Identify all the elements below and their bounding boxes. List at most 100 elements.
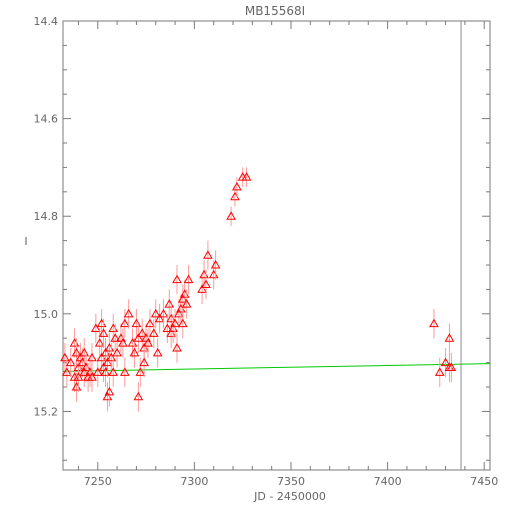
triangle-marker: [150, 308, 161, 318]
data-point: [179, 279, 190, 309]
triangle-marker: [172, 342, 182, 352]
data-point: [108, 313, 119, 344]
x-tick-label: 7450: [470, 475, 498, 488]
data-point: [440, 347, 451, 378]
data-point: [133, 382, 144, 412]
data-point: [183, 265, 194, 295]
triangle-marker: [162, 323, 173, 332]
model-line-group: [62, 363, 491, 372]
triangle-marker: [177, 318, 188, 328]
triangle-marker: [137, 328, 148, 337]
axis-ticks: 7250 7300 7350 7400 7450 14.4 14.6 14.8 15.0 15.2: [34, 15, 499, 488]
triangle-marker: [62, 367, 72, 376]
triangle-marker: [108, 367, 119, 376]
triangle-marker: [129, 347, 140, 357]
data-point: [87, 343, 97, 373]
y-tick-label: 14.6: [34, 113, 59, 126]
data-point: [69, 328, 80, 358]
triangle-marker: [446, 362, 457, 372]
triangle-marker: [145, 318, 155, 328]
triangle-marker: [444, 333, 455, 342]
data-point: [104, 377, 115, 407]
triangle-marker: [118, 338, 128, 347]
triangle-marker: [226, 211, 236, 220]
triangle-marker: [152, 347, 163, 357]
data-point: [154, 304, 165, 334]
x-tick-label: 7250: [84, 475, 112, 488]
data-point: [172, 333, 182, 363]
data-point: [60, 343, 70, 373]
triangle-marker: [170, 318, 180, 328]
data-point: [65, 347, 76, 378]
triangle-marker: [181, 299, 192, 308]
data-point: [79, 338, 90, 368]
data-point: [168, 313, 178, 344]
triangle-marker: [201, 279, 211, 289]
data-point: [106, 343, 117, 373]
data-point: [135, 357, 146, 388]
data-point: [150, 299, 161, 329]
triangle-marker: [143, 338, 153, 347]
triangle-marker: [112, 347, 122, 357]
triangle-marker: [73, 372, 84, 381]
data-points-group: [60, 167, 457, 412]
triangle-marker: [79, 347, 90, 357]
data-point: [237, 167, 248, 187]
data-point: [143, 328, 153, 358]
data-point: [170, 308, 180, 339]
data-point: [152, 338, 163, 368]
triangle-marker: [429, 318, 439, 328]
data-point: [172, 265, 182, 295]
data-point: [110, 323, 121, 353]
triangle-marker: [60, 352, 70, 362]
triangle-marker: [65, 357, 76, 367]
data-point: [164, 289, 175, 319]
data-point: [241, 167, 252, 187]
data-point: [94, 328, 105, 358]
triangle-marker: [148, 328, 159, 337]
data-point: [133, 323, 144, 353]
y-tick-label: 15.2: [34, 405, 59, 418]
triangle-marker: [131, 318, 142, 328]
chart-title: MB15568I: [245, 4, 305, 18]
data-point: [232, 177, 242, 197]
triangle-marker: [71, 347, 82, 357]
data-point: [90, 313, 101, 344]
data-point: [129, 338, 140, 368]
triangle-marker: [154, 313, 165, 323]
triangle-marker: [139, 357, 150, 367]
data-point: [112, 338, 122, 368]
data-point: [92, 357, 103, 388]
data-point: [139, 347, 150, 378]
y-tick-label: 14.4: [34, 15, 59, 28]
data-point: [104, 333, 115, 363]
data-point: [119, 308, 130, 339]
triangle-marker: [135, 367, 146, 376]
triangle-marker: [183, 274, 194, 284]
data-point: [181, 289, 192, 319]
triangle-marker: [98, 328, 109, 337]
data-point: [127, 328, 138, 358]
data-point: [210, 250, 221, 280]
x-tick-label: 7350: [277, 475, 305, 488]
triangle-marker: [440, 357, 451, 367]
y-tick-label: 14.8: [34, 210, 59, 223]
y-axis-label: I: [24, 235, 27, 248]
data-point: [96, 343, 107, 373]
triangle-marker: [106, 352, 117, 362]
triangle-marker: [210, 260, 221, 269]
model-line: [62, 363, 491, 372]
data-point: [131, 308, 142, 339]
triangle-marker: [172, 274, 182, 284]
data-point: [174, 299, 184, 329]
data-point: [118, 328, 128, 358]
triangle-marker: [133, 391, 144, 401]
data-point: [203, 240, 213, 270]
data-point: [166, 304, 177, 334]
triangle-marker: [87, 372, 97, 381]
x-tick-label: 7300: [180, 475, 208, 488]
triangle-marker: [92, 367, 103, 376]
data-point: [429, 308, 439, 339]
y-tick-label: 15.0: [34, 308, 59, 321]
